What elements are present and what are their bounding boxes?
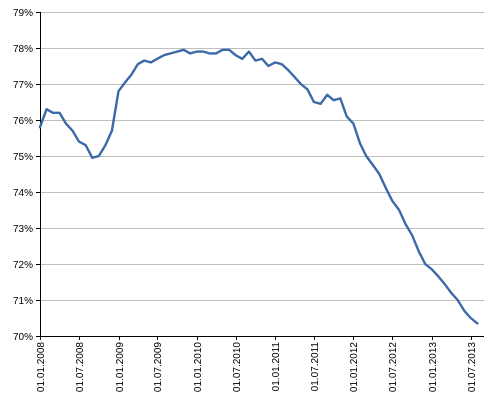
x-tick-label: 01.07.2008: [75, 342, 86, 392]
data-point: [111, 130, 113, 132]
data-point: [143, 60, 145, 62]
data-point: [450, 292, 452, 294]
data-point: [300, 83, 302, 85]
data-point: [294, 76, 296, 78]
y-tick-label: 71%: [13, 296, 33, 307]
data-point: [215, 53, 217, 55]
data-point: [333, 99, 335, 101]
data-point: [268, 65, 270, 67]
y-tick-label: 73%: [13, 224, 33, 235]
y-tick-label: 74%: [13, 188, 33, 199]
y-tick-label: 76%: [13, 116, 33, 127]
data-point: [196, 51, 198, 53]
data-point: [242, 58, 244, 60]
data-point: [274, 62, 276, 64]
y-axis-tick-labels: 70% 71% 72% 73% 74% 75% 76% 77% 78% 79%: [13, 8, 40, 343]
data-point: [228, 49, 230, 51]
data-point: [353, 123, 355, 125]
y-tick-label: 79%: [13, 8, 33, 19]
data-point: [72, 130, 74, 132]
data-point: [85, 144, 87, 146]
data-point: [438, 276, 440, 278]
data-point: [209, 53, 211, 55]
x-tick-label: 01.01.2009: [115, 342, 126, 392]
data-point: [124, 81, 126, 83]
data-point: [105, 144, 107, 146]
data-point: [137, 63, 139, 65]
data-point: [372, 164, 374, 166]
data-point: [261, 58, 263, 60]
data-point: [203, 51, 205, 53]
data-point: [398, 209, 400, 211]
data-point: [287, 69, 289, 71]
series-layer: [38, 48, 479, 325]
data-point: [130, 74, 132, 76]
data-point: [470, 317, 472, 319]
data-point: [464, 310, 466, 312]
data-point: [65, 123, 67, 125]
x-tick-label: 01.07.2011: [310, 342, 321, 392]
data-point: [365, 155, 367, 157]
data-point: [235, 54, 237, 56]
data-point: [418, 251, 420, 253]
data-point: [313, 101, 315, 103]
data-point: [222, 49, 224, 51]
data-point: [411, 234, 413, 236]
data-point: [176, 51, 178, 53]
data-point: [424, 263, 426, 265]
data-point: [189, 53, 191, 55]
data-point: [98, 155, 100, 157]
horizontal-gridlines: [40, 12, 484, 301]
series-line: [38, 48, 479, 325]
data-point: [92, 157, 94, 159]
data-point: [477, 323, 479, 325]
y-tick-label: 70%: [13, 332, 33, 343]
data-point: [346, 116, 348, 118]
data-point: [307, 89, 309, 91]
data-point: [52, 112, 54, 114]
x-axis-ticks: 01.01.2008 01.07.2008 01.01.2009 01.07.2009…: [36, 336, 478, 392]
data-point: [444, 283, 446, 285]
data-point: [46, 108, 48, 110]
data-point: [431, 269, 433, 271]
data-point: [157, 58, 159, 60]
x-tick-label: 01.01.2010: [193, 342, 204, 392]
data-point: [150, 62, 152, 64]
x-tick-label: 01.01.2011: [271, 342, 282, 392]
data-point: [457, 299, 459, 301]
data-point: [163, 54, 165, 56]
data-point: [392, 200, 394, 202]
data-point: [248, 51, 250, 53]
y-tick-label: 78%: [13, 44, 33, 55]
axes: [40, 12, 484, 337]
data-point: [78, 141, 80, 143]
data-point: [39, 126, 41, 128]
data-point: [340, 98, 342, 100]
data-point: [385, 188, 387, 190]
data-point: [281, 63, 283, 65]
data-point: [59, 112, 61, 114]
data-point: [405, 224, 407, 226]
x-tick-label: 01.07.2013: [467, 342, 478, 392]
data-point: [183, 49, 185, 51]
y-tick-label: 72%: [13, 260, 33, 271]
data-point: [320, 103, 322, 105]
y-tick-label: 77%: [13, 80, 33, 91]
data-point: [359, 143, 361, 145]
x-tick-label: 01.07.2009: [153, 342, 164, 392]
data-point: [170, 53, 172, 55]
x-tick-label: 01.01.2012: [349, 342, 360, 392]
data-point: [118, 90, 120, 92]
data-point: [379, 173, 381, 175]
data-point: [326, 94, 328, 96]
y-tick-label: 75%: [13, 152, 33, 163]
data-point: [255, 60, 257, 62]
x-tick-label: 01.01.2008: [36, 342, 47, 392]
x-tick-label: 01.07.2012: [388, 342, 399, 392]
x-tick-label: 01.01.2013: [428, 342, 439, 392]
x-tick-label: 01.07.2010: [232, 342, 243, 392]
